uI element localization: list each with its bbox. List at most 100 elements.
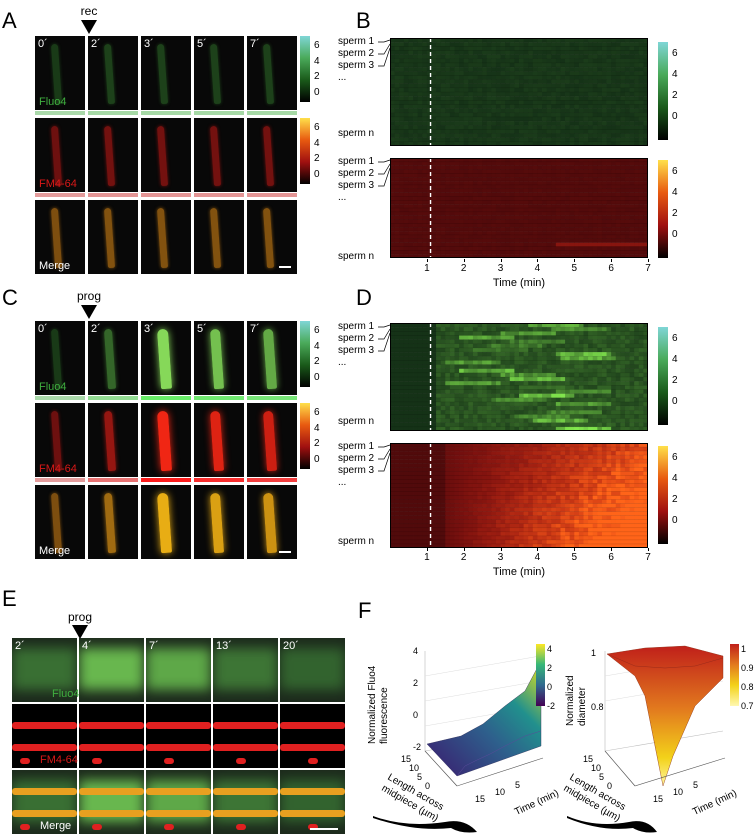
membrane-line: [146, 722, 211, 729]
row-leader-lines: [378, 159, 391, 187]
image-cell: [141, 485, 191, 559]
image-cell: 0´: [35, 36, 85, 110]
x-tick-mark: [648, 548, 649, 551]
x-tick-label: 2: [460, 552, 467, 563]
fluo-colorbar-b: [658, 42, 668, 140]
row-label: ...: [338, 357, 347, 368]
heatmap-d-fluo: [390, 322, 649, 432]
intensity-bar: [88, 396, 138, 400]
x-tick-mark: [500, 259, 502, 262]
colorbar-tick: 0: [672, 111, 678, 122]
sperm-midpiece: [262, 207, 274, 269]
intensity-bar: [35, 193, 85, 197]
colorbar-tick: 6: [672, 166, 678, 177]
x-tick-label: 5: [599, 772, 605, 782]
colorbar-tick: 0.8: [741, 682, 754, 692]
y-tick-label: 15: [475, 794, 486, 804]
row-label: sperm 1: [338, 156, 375, 167]
membrane-line: [280, 744, 345, 751]
image-cell: [280, 770, 345, 834]
row-label: sperm n: [338, 251, 375, 262]
colorbar-tick: 4: [314, 340, 320, 352]
row-label: sperm 3: [338, 345, 375, 356]
z-tick-label: 4: [413, 646, 419, 656]
sperm-midpiece: [103, 410, 117, 472]
channel-label: FM4-64: [39, 463, 77, 475]
colorbar-tick: 4: [314, 137, 320, 149]
colorbar-tick: 0: [314, 87, 320, 99]
x-tick-label: 6: [608, 263, 614, 274]
y-tick-label: 10: [673, 787, 684, 797]
image-cell: [146, 770, 211, 834]
time-label: 2´: [91, 38, 101, 50]
panel-label-b: B: [356, 8, 371, 33]
channel-label: FM4-64: [39, 178, 77, 190]
image-cell: [35, 118, 85, 192]
membrane-line: [12, 788, 77, 795]
intensity-bar: [247, 111, 297, 115]
fluo-colorbar-a: [300, 36, 310, 102]
z-tick-label: 2: [413, 678, 419, 688]
z-axis-title-line1: Normalized: [565, 675, 576, 726]
stimulus-arrow-icon: [81, 305, 97, 319]
time-label: 3´: [144, 38, 154, 50]
colorbar-tick: 2: [672, 375, 678, 386]
z-tick-label: 1: [591, 648, 597, 658]
channel-label: FM4-64: [40, 754, 78, 766]
colorbar-tick: 4: [314, 422, 320, 434]
intensity-bar: [141, 478, 191, 482]
time-label: 5´: [197, 323, 207, 335]
membrane-line: [213, 722, 278, 729]
x-tick-label: 0: [425, 781, 431, 791]
membrane-line: [280, 810, 345, 817]
scale-bar: [310, 828, 338, 830]
colorbar-tick: 0: [314, 169, 320, 181]
time-label: 0´: [38, 38, 48, 50]
membrane-line: [146, 810, 211, 817]
row-label: sperm n: [338, 416, 375, 427]
membrane-line: [79, 810, 144, 817]
x-tick-mark: [611, 259, 613, 262]
sperm-midpiece: [262, 492, 277, 554]
membrane-speck: [164, 824, 174, 830]
image-cell: 7´: [146, 638, 211, 702]
x-tick-mark: [574, 259, 576, 262]
sperm-midpiece: [209, 492, 225, 554]
membrane-speck: [236, 758, 246, 764]
x-tick-label: 15: [401, 754, 412, 764]
row-label: sperm 1: [338, 321, 375, 332]
colorbar-tick: 6: [314, 407, 320, 418]
fluo-colorbar-d: [658, 327, 668, 425]
x-tick-label: 7: [645, 552, 651, 563]
sperm-midpiece: [156, 492, 172, 554]
membrane-speck: [308, 758, 318, 764]
colorbar-tick: 0: [314, 372, 320, 384]
colorbar-tick: 2: [672, 494, 678, 505]
intensity-bar: [88, 193, 138, 197]
colorbar-tick: 0: [672, 515, 678, 526]
heatmap-cells: [390, 157, 649, 259]
intensity-bar: [247, 193, 297, 197]
surface-plot-diameter: [567, 645, 726, 833]
x-tick-label: 5: [571, 552, 578, 563]
heatmap-cells: [390, 442, 649, 549]
x-tick-mark: [426, 548, 428, 551]
channel-label: Merge: [39, 260, 71, 272]
scale-bar: [279, 266, 291, 268]
sperm-midpiece: [156, 43, 168, 105]
sperm-midpiece: [103, 125, 115, 187]
sperm-midpiece: [156, 125, 168, 187]
membrane-speck: [308, 824, 318, 830]
x-tick-label: 6: [608, 552, 614, 563]
image-cell: [141, 403, 191, 477]
sperm-midpiece: [262, 43, 274, 105]
intensity-bar: [88, 111, 138, 115]
row-label: ...: [338, 192, 347, 203]
row-label: sperm 2: [338, 333, 375, 344]
y-tick-label: 5: [515, 780, 521, 790]
fluo-glow: [280, 648, 345, 690]
image-cell: [141, 118, 191, 192]
time-label: 20´: [283, 640, 299, 652]
x-tick-label: 10: [591, 763, 602, 773]
sperm-midpiece: [209, 328, 225, 390]
